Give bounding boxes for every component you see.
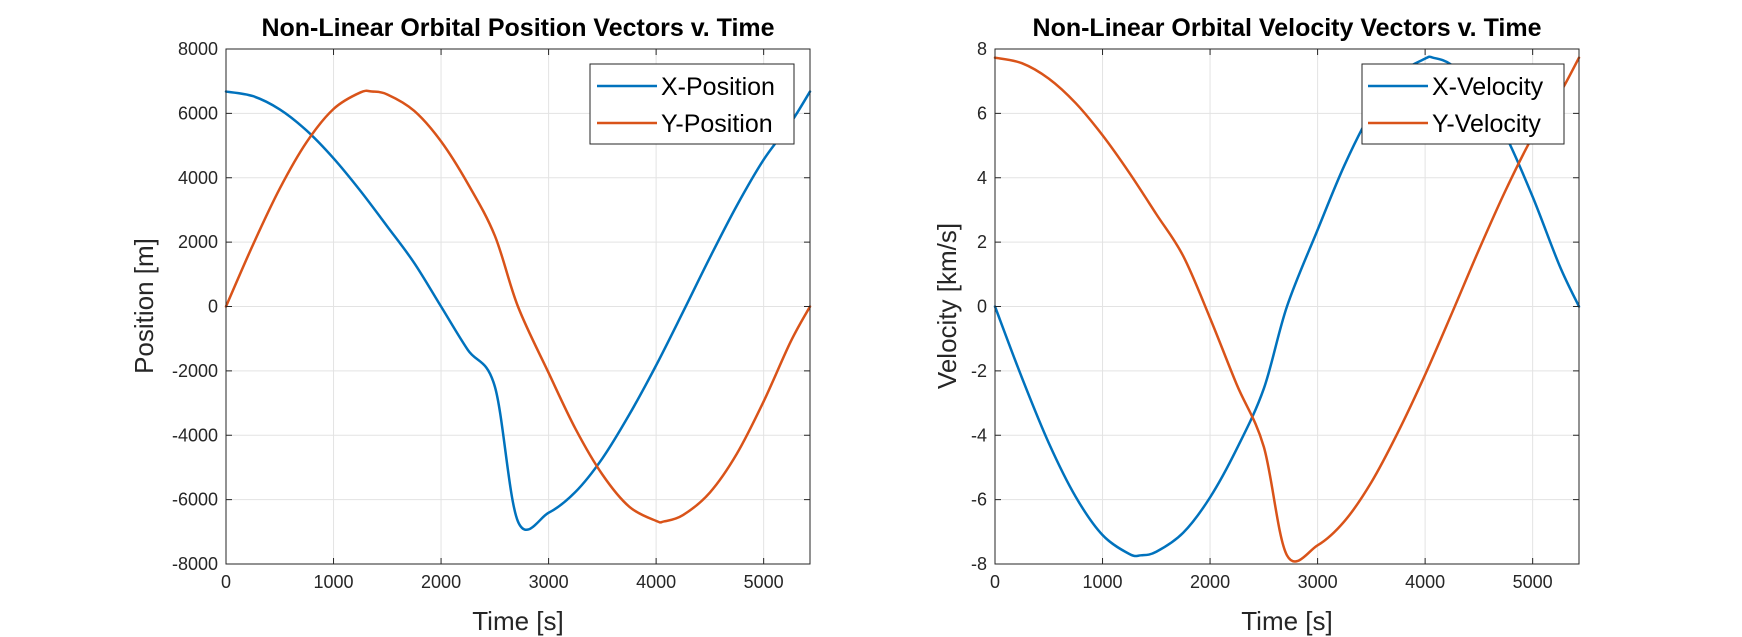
y-tick-label: 0 xyxy=(208,297,218,317)
legend[interactable]: X-Velocity Y-Velocity xyxy=(1361,63,1565,145)
y-tick-label: -2000 xyxy=(172,361,218,381)
y-tick-label: -4000 xyxy=(172,425,218,445)
legend[interactable]: X-Position Y-Position xyxy=(589,63,795,145)
chart-title: Non-Linear Orbital Velocity Vectors v. T… xyxy=(1033,14,1542,42)
y-tick-label: 6000 xyxy=(178,103,218,123)
legend-label-y-position: Y-Position xyxy=(661,110,773,138)
tick-labels: 0 1000 2000 3000 4000 5000 8 6 4 2 0 -2 -4 -6 -8 xyxy=(971,39,1553,592)
y-tick-label: 0 xyxy=(977,297,987,317)
y-tick-label: 2000 xyxy=(178,232,218,252)
x-tick-label: 2000 xyxy=(421,572,461,592)
y-tick-label: -8000 xyxy=(172,554,218,574)
series-line-y-velocity xyxy=(993,56,1581,563)
series-line-y-position xyxy=(224,89,812,524)
legend-label-x-position: X-Position xyxy=(661,73,775,101)
y-tick-label: 8000 xyxy=(178,39,218,59)
position-chart: 0 1000 2000 3000 4000 5000 8000 6000 4000 2000 0 -2… xyxy=(129,14,812,636)
legend-box xyxy=(589,63,795,145)
x-tick-label: 4000 xyxy=(636,572,676,592)
x-axis-label: Time [s] xyxy=(1241,606,1332,636)
y-tick-label: 8 xyxy=(977,39,987,59)
x-tick-label: 5000 xyxy=(1513,572,1553,592)
x-axis-label: Time [s] xyxy=(472,606,563,636)
y-axis-label: Position [m] xyxy=(129,238,159,374)
x-tick-label: 0 xyxy=(221,572,231,592)
tick-marks xyxy=(994,48,1579,565)
chart-title: Non-Linear Orbital Position Vectors v. T… xyxy=(261,14,774,42)
x-tick-label: 4000 xyxy=(1405,572,1445,592)
y-axis-label: Velocity [km/s] xyxy=(932,223,962,389)
y-tick-label: -8 xyxy=(971,554,987,574)
series-line-x-position xyxy=(224,90,812,531)
x-tick-label: 1000 xyxy=(314,572,354,592)
x-tick-label: 1000 xyxy=(1083,572,1123,592)
velocity-chart: 0 1000 2000 3000 4000 5000 8 6 4 2 0 -2 -4 -6 -8 Non-L… xyxy=(932,14,1581,636)
y-tick-label: 2 xyxy=(977,232,987,252)
y-tick-label: 4 xyxy=(977,168,987,188)
y-tick-label: 6 xyxy=(977,103,987,123)
legend-label-y-velocity: Y-Velocity xyxy=(1432,110,1541,138)
y-tick-label: -4 xyxy=(971,425,987,445)
y-tick-label: -6 xyxy=(971,490,987,510)
tick-marks xyxy=(225,48,810,565)
x-tick-label: 5000 xyxy=(744,572,784,592)
legend-box xyxy=(1361,63,1565,145)
series-lines xyxy=(224,89,812,531)
tick-labels: 0 1000 2000 3000 4000 5000 8000 6000 4000 2000 0 -2… xyxy=(172,39,784,592)
legend-label-x-velocity: X-Velocity xyxy=(1432,73,1544,101)
y-tick-label: -6000 xyxy=(172,490,218,510)
x-tick-label: 0 xyxy=(990,572,1000,592)
y-tick-label: -2 xyxy=(971,361,987,381)
x-tick-label: 2000 xyxy=(1190,572,1230,592)
y-tick-label: 4000 xyxy=(178,168,218,188)
x-tick-label: 3000 xyxy=(1298,572,1338,592)
x-tick-label: 3000 xyxy=(529,572,569,592)
